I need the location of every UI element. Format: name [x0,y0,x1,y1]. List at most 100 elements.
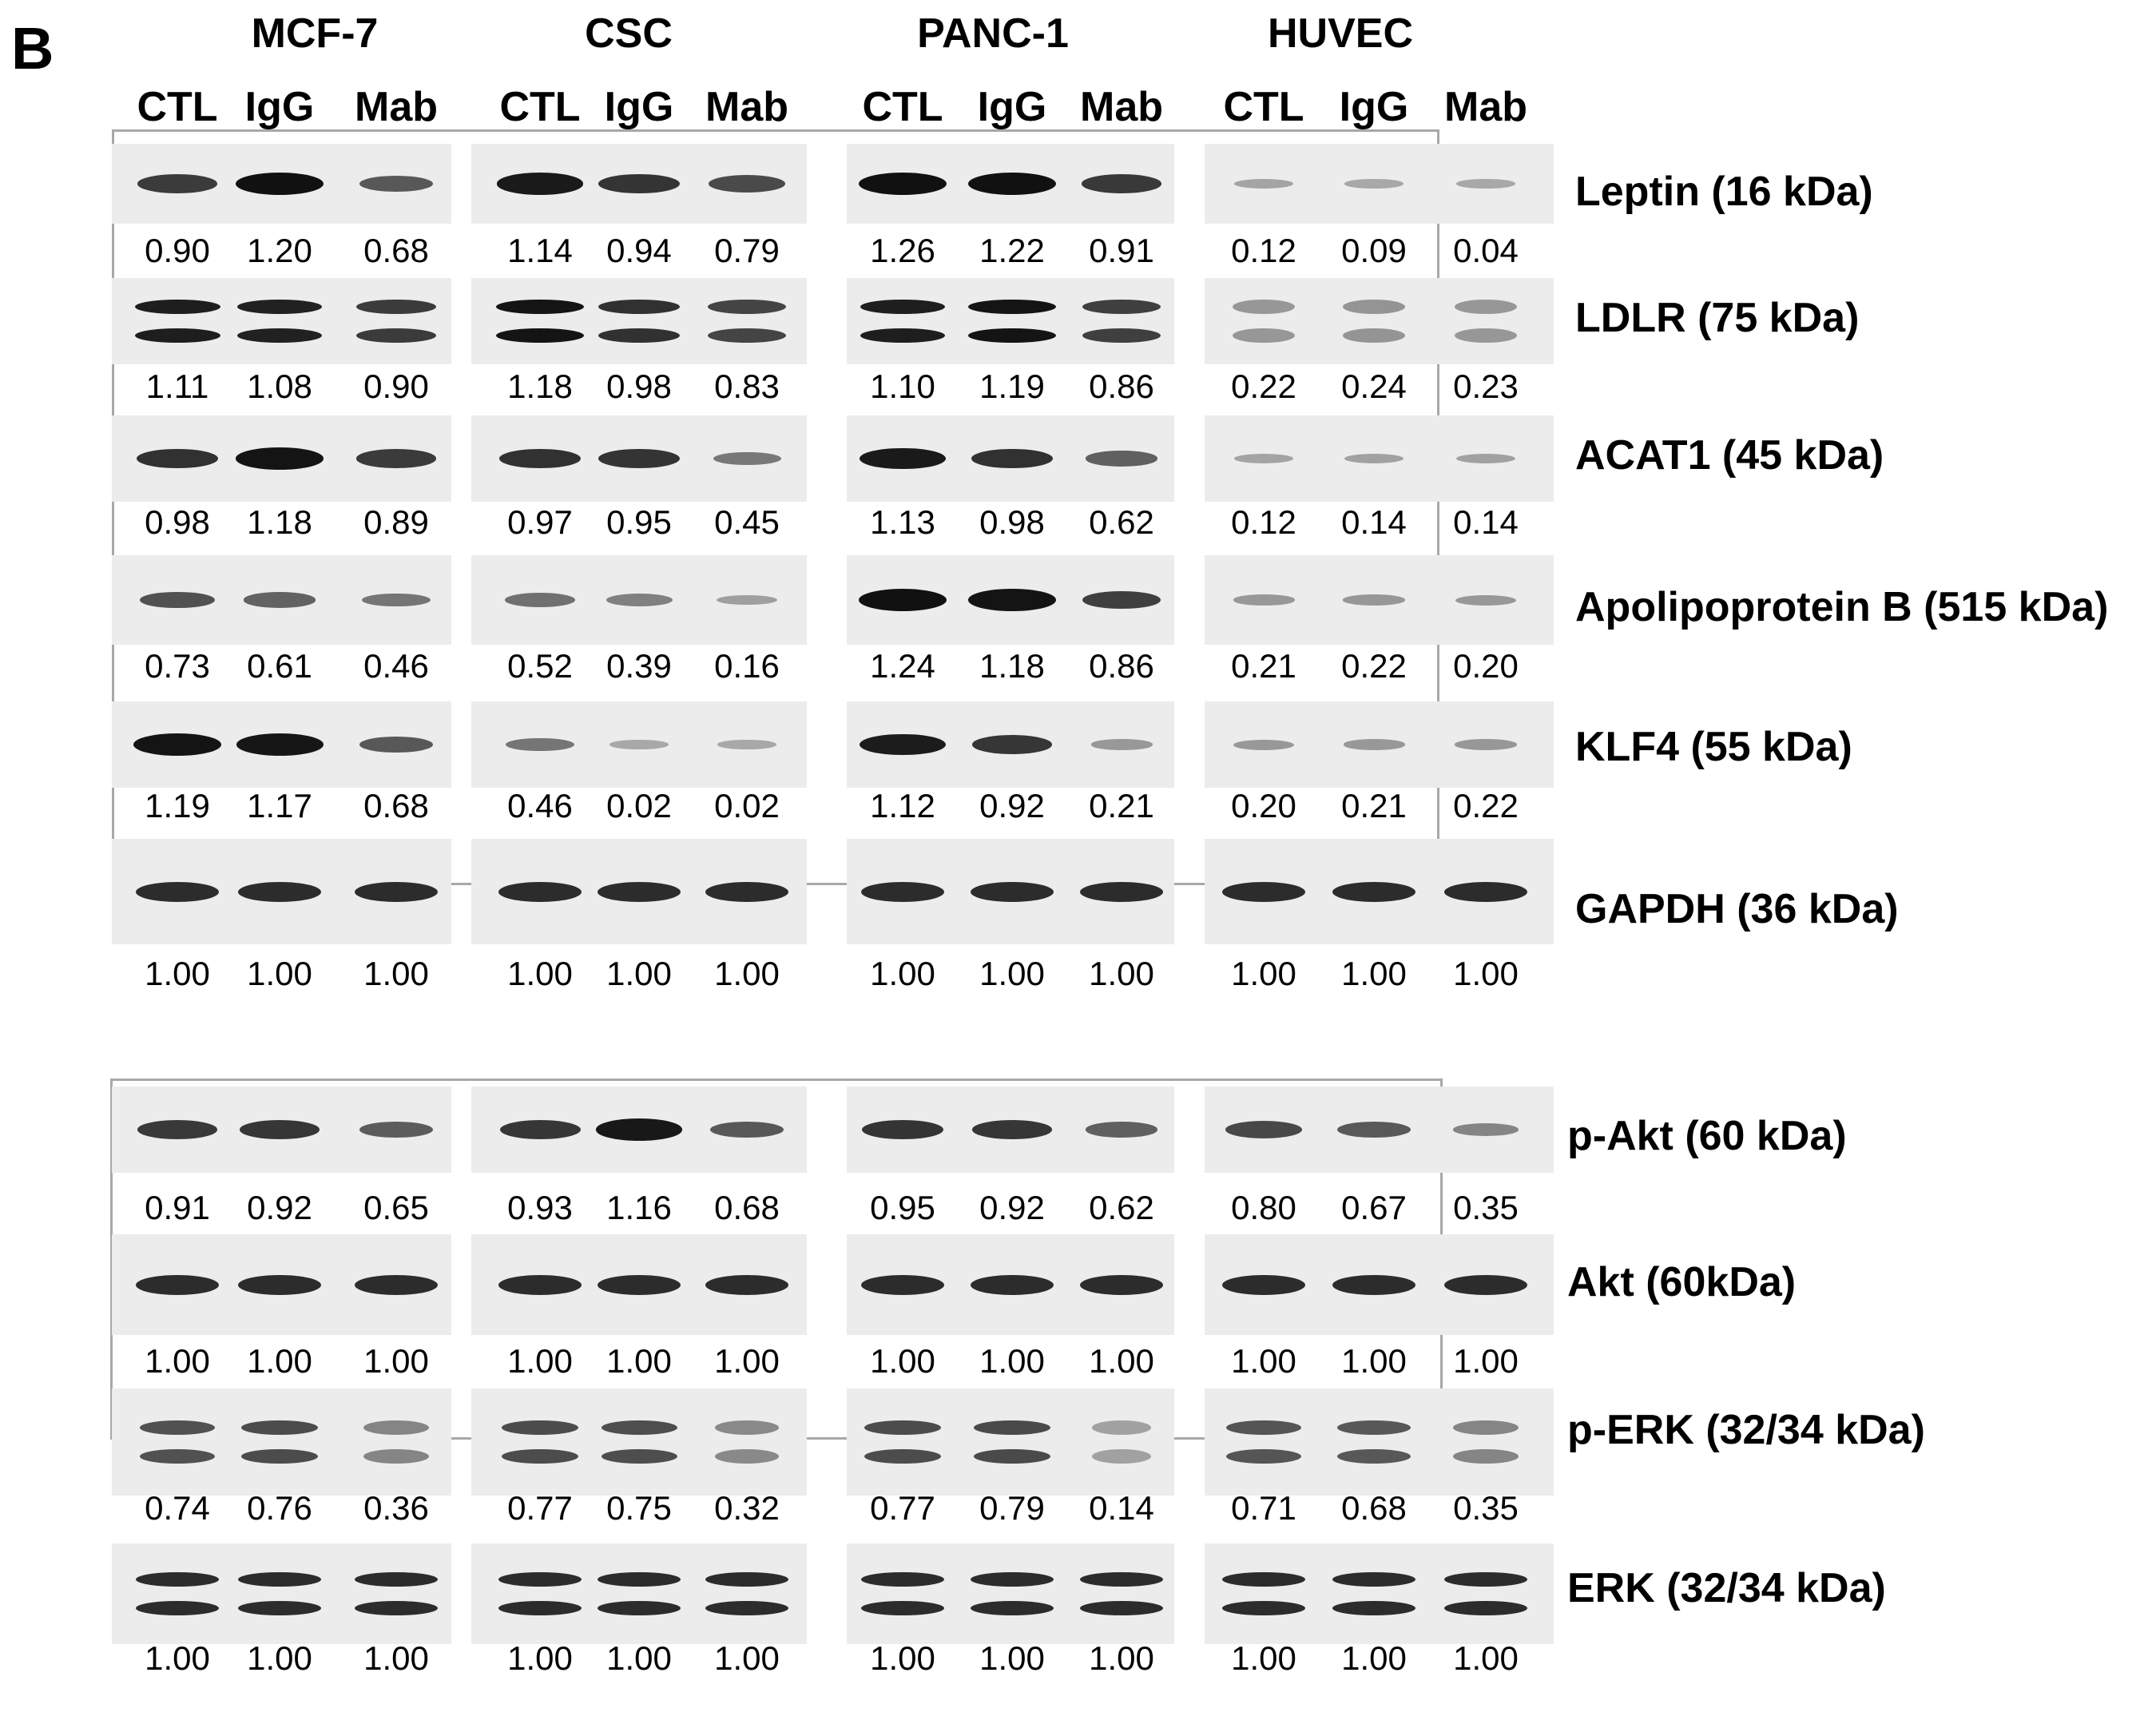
densitometry-value: 0.77 [870,1489,935,1527]
protein-band [1455,300,1517,314]
blot-strip [847,278,1174,364]
protein-band [864,1420,941,1435]
blot-strip [471,144,807,224]
protein-band [356,328,436,343]
lane-label: CTL [1223,84,1304,130]
protein-band [1082,590,1161,610]
densitometry-value: 0.45 [714,503,780,541]
densitometry-value: 0.79 [979,1489,1045,1527]
densitometry-value: 0.95 [870,1189,935,1226]
protein-band [238,1274,321,1295]
densitometry-value: 0.35 [1453,1189,1519,1226]
protein-band [968,589,1056,611]
densitometry-value: 0.62 [1089,503,1154,541]
protein-band [1090,739,1153,750]
protein-band [1453,1420,1519,1435]
protein-band [1080,1274,1163,1295]
densitometry-value: 1.22 [979,232,1045,269]
protein-band [971,735,1053,754]
densitometry-value: 0.09 [1341,232,1407,269]
densitometry-value: 0.86 [1089,367,1154,405]
densitometry-value: 1.12 [870,787,935,824]
protein-band [860,300,946,314]
densitometry-value: 1.16 [606,1189,672,1226]
densitometry-value: 1.18 [979,647,1045,685]
protein-band [1080,881,1163,902]
protein-band [355,881,438,902]
protein-band [137,1120,218,1139]
protein-band [1444,1274,1527,1295]
blot-strip [112,1234,451,1335]
protein-band [498,881,582,902]
densitometry-value: 1.20 [247,232,312,269]
lane-label: IgG [604,84,674,130]
densitometry-value: 0.93 [507,1189,573,1226]
protein-label: Akt (60kDa) [1567,1259,1797,1305]
protein-band [355,1274,438,1295]
densitometry-value: 1.10 [870,367,935,405]
densitometry-value: 1.00 [145,1342,210,1380]
protein-band [241,1420,318,1435]
densitometry-value: 1.00 [507,1639,573,1677]
densitometry-value: 1.00 [247,1342,312,1380]
densitometry-value: 0.21 [1231,647,1296,685]
protein-band [1332,881,1415,902]
densitometry-value: 0.12 [1231,503,1296,541]
blot-strip [471,1086,807,1173]
densitometry-value: 1.00 [507,1342,573,1380]
densitometry-value: 1.13 [870,503,935,541]
protein-band [137,174,217,193]
protein-band [862,1119,943,1140]
protein-band [595,1118,683,1141]
blot-strip [1205,415,1554,502]
protein-band [363,1449,429,1464]
blot-strip [471,555,807,645]
protein-band [971,881,1054,902]
protein-band [1332,1601,1415,1615]
protein-band [705,1274,788,1295]
protein-band [139,1449,216,1464]
protein-band [968,328,1056,343]
protein-band [134,300,220,314]
protein-band [238,881,321,902]
lane-label: Mab [1080,84,1163,130]
densitometry-value: 0.75 [606,1489,672,1527]
protein-band [859,173,947,195]
protein-band [1222,881,1305,902]
blot-strip [471,1388,807,1496]
densitometry-value: 1.00 [1089,1639,1154,1677]
protein-band [1234,179,1293,189]
densitometry-value: 1.00 [1341,955,1407,992]
densitometry-value: 1.26 [870,232,935,269]
densitometry-value: 0.21 [1341,787,1407,824]
protein-band [717,740,776,749]
densitometry-value: 0.71 [1231,1489,1296,1527]
densitometry-value: 0.98 [979,503,1045,541]
densitometry-value: 1.00 [145,1639,210,1677]
blot-strip [471,839,807,944]
densitometry-value: 1.00 [1341,1639,1407,1677]
densitometry-value: 1.00 [979,1342,1045,1380]
blot-strip [1205,1388,1554,1496]
protein-band [505,593,575,607]
protein-band [860,447,946,470]
lane-label: Mab [1444,84,1527,130]
protein-band [1344,453,1404,464]
cell-line-title: MCF-7 [251,10,379,57]
protein-band [1344,179,1404,189]
protein-band [236,173,324,195]
blot-strip [112,555,451,645]
densitometry-value: 0.16 [714,647,780,685]
protein-band [598,328,681,343]
densitometry-value: 0.68 [363,232,429,269]
protein-band [1343,328,1405,343]
densitometry-value: 0.22 [1341,647,1407,685]
densitometry-value: 1.14 [507,232,573,269]
densitometry-value: 0.14 [1341,503,1407,541]
protein-band [1233,594,1295,606]
densitometry-value: 0.12 [1231,232,1296,269]
densitometry-value: 0.98 [145,503,210,541]
protein-band [237,300,322,314]
protein-band [861,881,944,902]
protein-band [1081,174,1162,193]
